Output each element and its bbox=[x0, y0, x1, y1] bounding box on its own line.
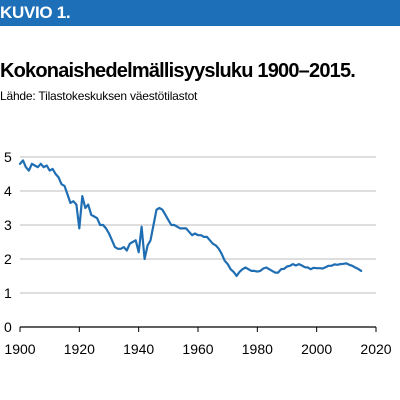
chart-grid bbox=[20, 156, 376, 328]
x-axis: 1900 1920 1940 1960 1980 2000 2020 bbox=[4, 327, 392, 357]
y-axis: 0 1 2 3 4 5 bbox=[4, 149, 12, 335]
x-tick-label-2020: 2020 bbox=[360, 341, 391, 357]
chart-series bbox=[18, 159, 363, 278]
y-tick-label-1: 1 bbox=[4, 285, 12, 301]
series-line-0 bbox=[18, 159, 363, 278]
x-tick-label-1920: 1920 bbox=[64, 341, 95, 357]
x-tick-label-1960: 1960 bbox=[182, 341, 213, 357]
banner-label: KUVIO 1. bbox=[0, 3, 71, 22]
chart-title: Kokonaishedelmällisyysluku 1900–2015. bbox=[0, 60, 356, 82]
x-tick-label-2000: 2000 bbox=[301, 341, 332, 357]
chart-source: Lähde: Tilastokeskuksen väestötilastot bbox=[0, 89, 198, 103]
x-tick-label-1940: 1940 bbox=[123, 341, 154, 357]
header-banner: KUVIO 1. bbox=[0, 0, 400, 26]
y-tick-label-5: 5 bbox=[4, 149, 12, 165]
y-tick-label-2: 2 bbox=[4, 251, 12, 267]
y-tick-label-3: 3 bbox=[4, 217, 12, 233]
x-tick-label-1900: 1900 bbox=[4, 341, 35, 357]
y-tick-label-0: 0 bbox=[4, 319, 12, 335]
x-tick-label-1980: 1980 bbox=[242, 341, 273, 357]
y-tick-label-4: 4 bbox=[4, 183, 12, 199]
